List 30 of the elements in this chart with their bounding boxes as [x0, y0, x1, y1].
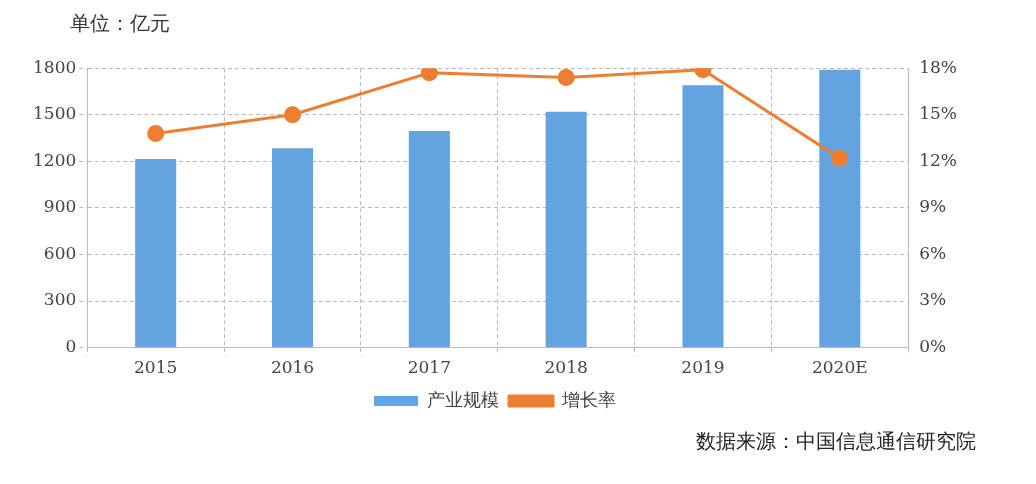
- y2-tick-label: 3%: [919, 289, 947, 310]
- y-tick-label: 1200: [33, 149, 77, 170]
- y2-tick-label: 12%: [919, 149, 958, 170]
- bar: [271, 148, 314, 348]
- x-tick-label: 2018: [544, 357, 588, 378]
- bar: [682, 85, 724, 348]
- x-tick-label: 2019: [681, 357, 725, 378]
- source-note: 数据来源：中国信息通信研究院: [696, 428, 976, 455]
- y-tick-label: 1800: [33, 56, 77, 77]
- bar: [135, 159, 177, 348]
- y-tick-label: 900: [43, 196, 77, 217]
- y2-tick-label: 0%: [919, 336, 947, 357]
- text: 单位：亿元: [70, 10, 170, 37]
- legend-label: 增长率: [561, 388, 616, 410]
- bar: [408, 131, 450, 348]
- x-tick-label: 2016: [270, 357, 315, 378]
- x-tick-label: 2017: [407, 357, 451, 378]
- x-tick-label: 2020E: [811, 357, 868, 378]
- legend-label: 产业规模: [427, 388, 499, 410]
- y2-tick-label: 15%: [919, 103, 958, 124]
- bar: [545, 111, 587, 348]
- y2-tick-label: 18%: [919, 56, 958, 77]
- x-tick-label: 2015: [134, 357, 178, 378]
- y-tick-label: 300: [43, 289, 77, 310]
- y-tick-label: 600: [43, 242, 77, 263]
- y-tick-label: 0: [65, 336, 77, 357]
- bar: [819, 69, 861, 348]
- y2-tick-label: 6%: [919, 242, 947, 263]
- y2-tick-label: 9%: [919, 196, 947, 217]
- y-tick-label: 1500: [33, 103, 77, 124]
